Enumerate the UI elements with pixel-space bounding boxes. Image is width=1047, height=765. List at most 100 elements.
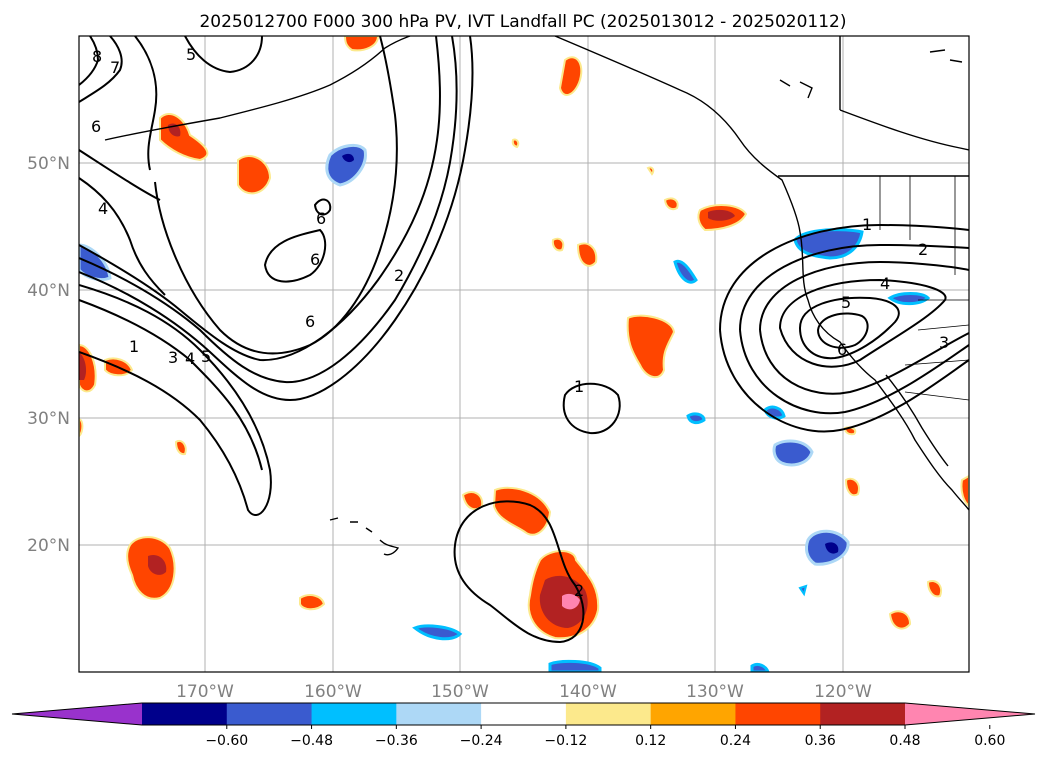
contour-line [778, 278, 947, 368]
colorbar-swatch [142, 703, 228, 725]
coastline-baja [885, 374, 949, 467]
border-canada [839, 109, 969, 151]
contour-label: 4 [880, 274, 890, 293]
colorbar-tick-label: −0.24 [460, 733, 503, 749]
colorbar-swatch [735, 703, 821, 725]
contour-line [759, 260, 969, 331]
colorbar-swatch [481, 703, 567, 725]
pv-blob [342, 153, 354, 163]
pv-blob [750, 662, 770, 672]
contour-label: 5 [841, 293, 851, 312]
map-frame [78, 35, 970, 673]
contour-line [719, 329, 969, 433]
contour-label: 1 [862, 215, 872, 234]
contour-line [79, 149, 161, 201]
contour-label: 5 [186, 45, 196, 64]
contour-line [79, 36, 100, 86]
pv-negative-anomalies [79, 143, 931, 672]
contour-line [154, 36, 398, 355]
contour-label: 4 [98, 199, 108, 218]
contour-label: 8 [92, 47, 102, 66]
contour-label: 5 [201, 347, 211, 366]
longitude-labels: 170°W 160°W 150°W 140°W 130°W 120°W [176, 682, 872, 702]
pv-blob [412, 624, 463, 641]
pv-blob [343, 36, 380, 52]
ivt-contours [79, 36, 969, 644]
contour-line [759, 329, 969, 395]
pv-blob [237, 155, 272, 195]
pv-blob [299, 594, 326, 611]
pv-blob [148, 554, 167, 575]
contour-label: 3 [939, 333, 949, 352]
pv-blob [888, 610, 912, 630]
pv-blob [926, 580, 942, 598]
pv-blob [325, 143, 367, 187]
coastline-islands [929, 49, 963, 63]
contour-label: 2 [574, 581, 584, 600]
colorbar-tick-label: −0.36 [375, 733, 418, 749]
contour-label: 6 [837, 340, 847, 359]
pv-blob [663, 197, 679, 211]
contour-line [719, 223, 969, 331]
pv-blob [844, 477, 860, 497]
lon-label: 140°W [559, 682, 617, 702]
pv-blob [558, 56, 583, 96]
colorbar-outline [11, 702, 1036, 726]
colorbar-swatch [311, 703, 397, 725]
gridlines [79, 36, 969, 672]
colorbar-tick-label: −0.48 [290, 733, 333, 749]
pv-blob [887, 292, 931, 306]
pv-blob [798, 584, 808, 597]
contour-line [739, 329, 969, 415]
pv-blob [646, 166, 655, 176]
contour-label: 2 [394, 266, 404, 285]
latitude-labels: 50°N 40°N 30°N 20°N [27, 154, 70, 556]
contour-label: 6 [316, 209, 326, 228]
lon-label: 150°W [431, 682, 489, 702]
colorbar-tick-label: 0.48 [889, 733, 920, 749]
contour-label: 1 [129, 337, 139, 356]
coastline-hawaii [379, 539, 400, 556]
colorbar-tick-label: −0.12 [544, 733, 587, 749]
colorbar-swatch [820, 703, 906, 725]
contour-line [798, 296, 900, 360]
pv-blob [79, 352, 87, 380]
contour-line [263, 228, 327, 283]
pv-blob [686, 412, 706, 425]
pv-positive-anomalies [79, 36, 969, 640]
coastline-north-america [554, 36, 969, 511]
map-panel: 8 7 5 6 4 6 6 2 6 1 3 4 5 1 1 2 4 5 6 3 [78, 35, 970, 673]
colorbar: −0.60 −0.48 −0.36 −0.24 −0.12 0.12 0.24 0.36 0.4… [11, 702, 1036, 749]
pv-blob [772, 439, 814, 467]
pv-blob [492, 486, 552, 536]
colorbar-tick-label: 0.12 [635, 733, 666, 749]
colorbar-extend-max [905, 703, 1035, 725]
colorbar-tick-label: −0.60 [205, 733, 248, 749]
contour-label: 7 [110, 58, 120, 77]
contour-line [562, 382, 621, 435]
colorbar-swatch [565, 703, 652, 725]
colorbar-tick-label: 0.60 [974, 733, 1005, 749]
colorbar-swatch [396, 703, 482, 725]
contour-line [313, 198, 332, 216]
border-states [879, 176, 969, 401]
pv-blob [551, 237, 565, 252]
contour-label: 6 [310, 250, 320, 269]
lon-label: 170°W [176, 682, 234, 702]
contour-labels: 8 7 5 6 4 6 6 2 6 1 3 4 5 1 1 2 4 5 6 3 [91, 45, 949, 600]
contour-line [79, 177, 166, 296]
contour-line [816, 312, 869, 349]
pv-blob [576, 242, 598, 267]
colorbar-tick-label: 0.36 [805, 733, 836, 749]
pv-blob [708, 209, 735, 221]
contour-line [184, 36, 263, 74]
figure-title: 2025012700 F000 300 hPa PV, IVT Landfall… [199, 12, 846, 32]
contour-label: 2 [918, 240, 928, 259]
lat-label: 20°N [27, 536, 70, 556]
pv-blob [626, 314, 676, 379]
contour-label: 4 [185, 349, 195, 368]
contour-line [739, 243, 969, 331]
colorbar-swatch [226, 703, 313, 725]
contour-line [79, 36, 123, 103]
contour-label: 1 [574, 377, 584, 396]
